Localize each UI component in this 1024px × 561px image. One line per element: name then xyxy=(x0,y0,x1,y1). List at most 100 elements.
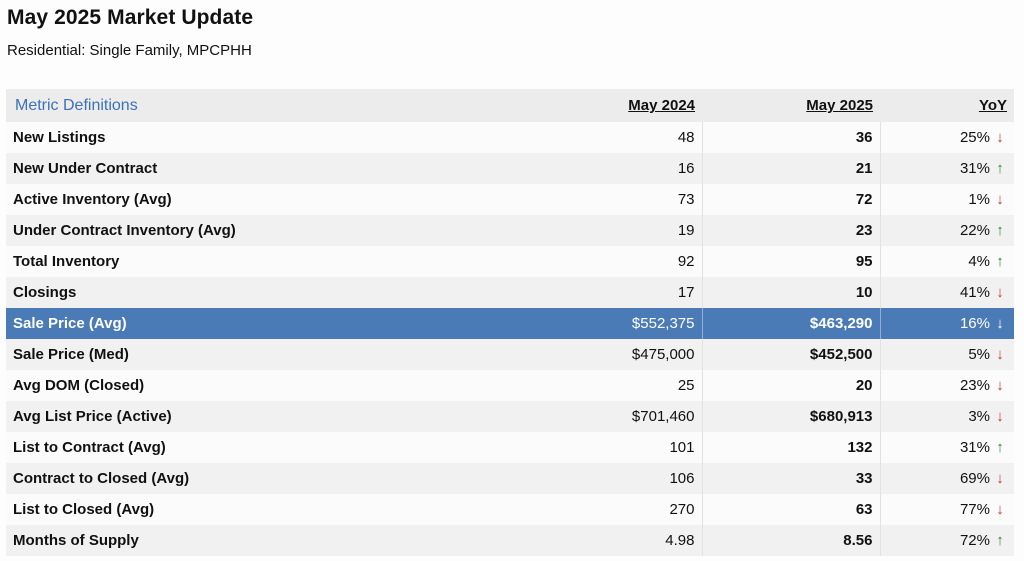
yoy-change: 31% ↑ xyxy=(880,432,1014,463)
value-may-2025: 23 xyxy=(702,215,881,246)
yoy-percent: 25% xyxy=(959,129,990,146)
yoy-change: 69% ↓ xyxy=(880,463,1014,494)
value-may-2024: 25 xyxy=(413,370,703,401)
arrow-down-icon: ↓ xyxy=(996,284,1004,301)
value-may-2025: 33 xyxy=(702,463,881,494)
page-title: May 2025 Market Update xyxy=(7,6,254,29)
metric-name: List to Closed (Avg) xyxy=(13,501,155,518)
column-header-may-2024[interactable]: May 2024 xyxy=(628,97,695,114)
metric-name: Sale Price (Avg) xyxy=(13,315,127,332)
yoy-change: 23% ↓ xyxy=(880,370,1014,401)
yoy-percent: 1% xyxy=(968,191,990,208)
yoy-change: 3% ↓ xyxy=(880,401,1014,432)
table-row: Closings 17 10 41% ↓ xyxy=(6,277,1014,308)
value-may-2025: $452,500 xyxy=(702,339,881,370)
value-may-2024: $552,375 xyxy=(413,308,703,339)
arrow-down-icon: ↓ xyxy=(996,408,1004,425)
value-may-2025: $463,290 xyxy=(702,308,881,339)
metric-name: Closings xyxy=(13,284,77,301)
arrow-up-icon: ↑ xyxy=(996,439,1004,456)
value-may-2024: 48 xyxy=(413,122,703,153)
arrow-down-icon: ↓ xyxy=(996,315,1004,332)
metric-name: Avg DOM (Closed) xyxy=(13,377,145,394)
value-may-2025: 20 xyxy=(702,370,881,401)
metric-definitions-link[interactable]: Metric Definitions xyxy=(15,96,138,114)
metric-name: Months of Supply xyxy=(13,532,139,549)
yoy-percent: 23% xyxy=(959,377,990,394)
value-may-2025: 63 xyxy=(702,494,881,525)
table-row: Sale Price (Med) $475,000 $452,500 5% ↓ xyxy=(6,339,1014,370)
value-may-2025: 132 xyxy=(702,432,881,463)
metric-name: Active Inventory (Avg) xyxy=(13,191,172,208)
yoy-percent: 72% xyxy=(959,532,990,549)
value-may-2024: 73 xyxy=(413,184,703,215)
yoy-change: 5% ↓ xyxy=(880,339,1014,370)
value-may-2024: 16 xyxy=(413,153,703,184)
value-may-2025: 8.56 xyxy=(702,525,881,556)
yoy-percent: 69% xyxy=(959,470,990,487)
value-may-2025: 36 xyxy=(702,122,881,153)
yoy-percent: 5% xyxy=(968,346,990,363)
metric-name: Total Inventory xyxy=(13,253,120,270)
arrow-down-icon: ↓ xyxy=(996,191,1004,208)
metric-name: List to Contract (Avg) xyxy=(13,439,166,456)
table-row: New Listings 48 36 25% ↓ xyxy=(6,122,1014,153)
metric-name: Avg List Price (Active) xyxy=(13,408,172,425)
yoy-percent: 4% xyxy=(968,253,990,270)
yoy-change: 31% ↑ xyxy=(880,153,1014,184)
value-may-2025: 21 xyxy=(702,153,881,184)
yoy-percent: 77% xyxy=(959,501,990,518)
yoy-change: 72% ↑ xyxy=(880,525,1014,556)
value-may-2024: $701,460 xyxy=(413,401,703,432)
table-row: Active Inventory (Avg) 73 72 1% ↓ xyxy=(6,184,1014,215)
table-row: Months of Supply 4.98 8.56 72% ↑ xyxy=(6,525,1014,556)
value-may-2024: 4.98 xyxy=(413,525,703,556)
yoy-change: 1% ↓ xyxy=(880,184,1014,215)
yoy-change: 4% ↑ xyxy=(880,246,1014,277)
yoy-percent: 31% xyxy=(959,439,990,456)
arrow-down-icon: ↓ xyxy=(996,377,1004,394)
table-row: Contract to Closed (Avg) 106 33 69% ↓ xyxy=(6,463,1014,494)
metric-name: Sale Price (Med) xyxy=(13,346,129,363)
yoy-change: 22% ↑ xyxy=(880,215,1014,246)
table-row: Under Contract Inventory (Avg) 19 23 22% ↑ xyxy=(6,215,1014,246)
column-header-yoy[interactable]: YoY xyxy=(978,97,1007,114)
yoy-percent: 22% xyxy=(959,222,990,239)
yoy-change: 41% ↓ xyxy=(880,277,1014,308)
value-may-2024: 17 xyxy=(413,277,703,308)
value-may-2024: 101 xyxy=(413,432,703,463)
value-may-2025: 10 xyxy=(702,277,881,308)
metric-name: New Listings xyxy=(13,129,106,146)
table-row: Avg List Price (Active) $701,460 $680,913 3… xyxy=(6,401,1014,432)
value-may-2024: 19 xyxy=(413,215,703,246)
table-row: Sale Price (Avg) $552,375 $463,290 16% ↓ xyxy=(6,308,1014,339)
yoy-percent: 3% xyxy=(968,408,990,425)
market-metrics-table: Metric Definitions May 2024 May 2025 YoY… xyxy=(6,89,1014,556)
table-row: List to Closed (Avg) 270 63 77% ↓ xyxy=(6,494,1014,525)
arrow-down-icon: ↓ xyxy=(996,501,1004,518)
metric-name: Under Contract Inventory (Avg) xyxy=(13,222,236,239)
metric-name: Contract to Closed (Avg) xyxy=(13,470,190,487)
arrow-up-icon: ↑ xyxy=(996,532,1004,549)
column-header-may-2025[interactable]: May 2025 xyxy=(806,97,873,114)
value-may-2024: 106 xyxy=(413,463,703,494)
value-may-2024: $475,000 xyxy=(413,339,703,370)
metric-name: New Under Contract xyxy=(13,160,158,177)
table-row: List to Contract (Avg) 101 132 31% ↑ xyxy=(6,432,1014,463)
value-may-2025: $680,913 xyxy=(702,401,881,432)
value-may-2024: 270 xyxy=(413,494,703,525)
arrow-down-icon: ↓ xyxy=(996,470,1004,487)
yoy-change: 25% ↓ xyxy=(880,122,1014,153)
table-row: Total Inventory 92 95 4% ↑ xyxy=(6,246,1014,277)
table-row: Avg DOM (Closed) 25 20 23% ↓ xyxy=(6,370,1014,401)
yoy-change: 77% ↓ xyxy=(880,494,1014,525)
value-may-2025: 72 xyxy=(702,184,881,215)
yoy-percent: 31% xyxy=(959,160,990,177)
table-header-row: Metric Definitions May 2024 May 2025 YoY xyxy=(6,89,1014,122)
arrow-up-icon: ↑ xyxy=(996,253,1004,270)
arrow-down-icon: ↓ xyxy=(996,129,1004,146)
arrow-up-icon: ↑ xyxy=(996,222,1004,239)
arrow-up-icon: ↑ xyxy=(996,160,1004,177)
value-may-2024: 92 xyxy=(413,246,703,277)
value-may-2025: 95 xyxy=(702,246,881,277)
